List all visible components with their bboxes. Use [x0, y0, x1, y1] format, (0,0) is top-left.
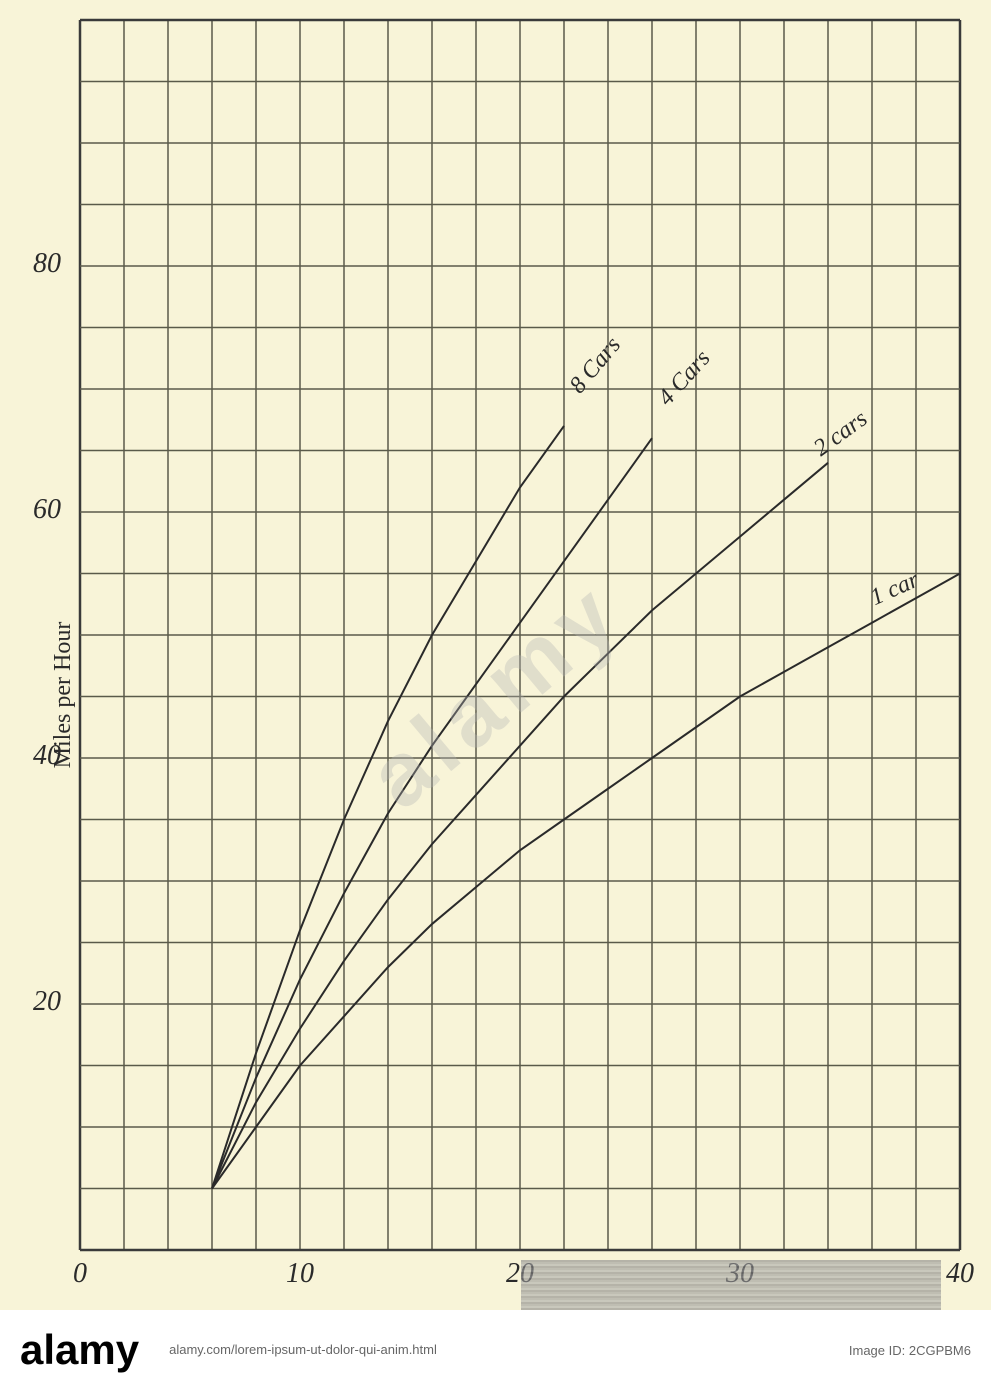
- image-id-text: Image ID: 2CGPBM6: [849, 1343, 971, 1358]
- chart-container: Miles per Hour 20406080010203040 8 Cars4…: [0, 0, 991, 1390]
- y-tick-label: 40: [11, 740, 61, 772]
- chart-grid: [80, 20, 960, 1250]
- chart-curves: [212, 426, 960, 1189]
- y-tick-label: 20: [11, 986, 61, 1018]
- attribution-bar: alamy alamy.com/lorem-ipsum-ut-dolor-qui…: [0, 1310, 991, 1390]
- download-indicator-strip: [521, 1260, 941, 1310]
- y-tick-label: 60: [11, 494, 61, 526]
- x-tick-label: 40: [946, 1258, 974, 1290]
- x-tick-label: 10: [286, 1258, 314, 1290]
- credit-text: alamy.com/lorem-ipsum-ut-dolor-qui-anim.…: [169, 1341, 437, 1359]
- x-tick-label: 0: [73, 1258, 87, 1290]
- alamy-logo: alamy: [20, 1326, 139, 1374]
- y-tick-label: 80: [11, 248, 61, 280]
- chart-svg: [0, 0, 991, 1310]
